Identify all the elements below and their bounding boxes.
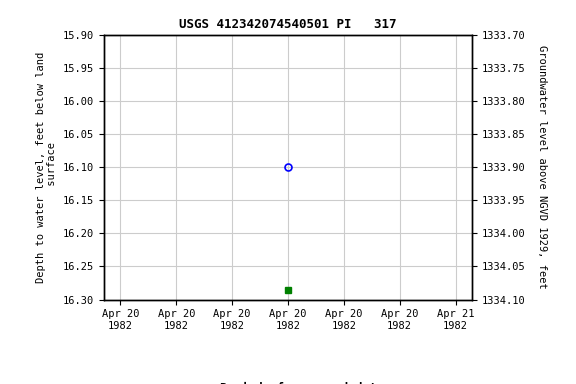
- Title: USGS 412342074540501 PI   317: USGS 412342074540501 PI 317: [179, 18, 397, 31]
- Legend: Period of approved data: Period of approved data: [188, 377, 388, 384]
- Y-axis label: Depth to water level, feet below land
 surface: Depth to water level, feet below land su…: [36, 51, 57, 283]
- Y-axis label: Groundwater level above NGVD 1929, feet: Groundwater level above NGVD 1929, feet: [537, 45, 547, 289]
